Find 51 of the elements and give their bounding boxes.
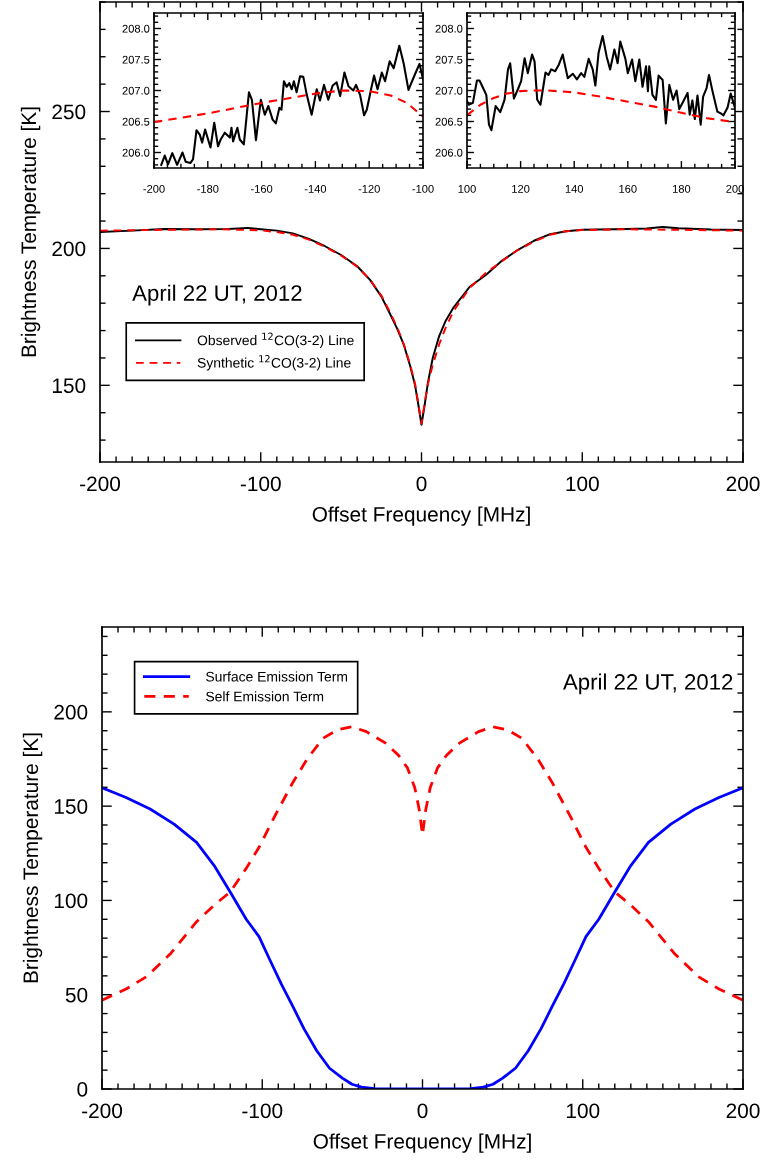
legend-label: Self Emission Term — [206, 691, 324, 702]
y-axis-title: Brightness Temperature [K] — [22, 733, 43, 983]
x-tick-label: -120 — [358, 184, 380, 193]
x-tick-label: 0 — [417, 1103, 428, 1119]
x-tick-label: -200 — [82, 1103, 123, 1119]
annotation: April 22 UT, 2012 — [562, 673, 733, 695]
y-tick-label: 200 — [52, 241, 86, 257]
x-tick-label: -100 — [242, 1103, 283, 1119]
y-tick-label: 208.0 — [122, 24, 150, 33]
legend-label: Synthetic $^{12}$CO(3-2) Line — [197, 355, 351, 371]
y-tick-label: 206.5 — [435, 117, 463, 126]
y-tick-label: 207.0 — [435, 86, 463, 95]
x-tick-label: 120 — [512, 184, 530, 193]
x-tick-label: 200 — [726, 476, 760, 492]
legend-label: Surface Emission Term — [206, 671, 348, 682]
x-tick-label: 100 — [566, 1103, 600, 1119]
x-tick-label: 100 — [458, 184, 476, 193]
y-tick-label: 208.0 — [435, 24, 463, 33]
y-tick-label: 150 — [52, 378, 86, 394]
y-tick-label: 150 — [54, 799, 88, 814]
x-tick-label: 180 — [672, 184, 691, 193]
x-axis-title: Offset Frequency [MHz] — [312, 506, 530, 526]
x-tick-label: 100 — [566, 476, 599, 492]
y-tick-label: 207.5 — [435, 55, 463, 64]
y-tick-label: 207.0 — [122, 86, 150, 95]
x-tick-label: -100 — [240, 476, 281, 492]
x-tick-label: -160 — [250, 184, 273, 193]
x-tick-label: -100 — [412, 184, 434, 193]
y-tick-label: 206.0 — [122, 148, 150, 157]
y-tick-label: 200 — [54, 704, 88, 720]
y-axis-title: Brightness Temperature [K] — [20, 107, 41, 357]
x-tick-label: 0 — [416, 476, 427, 492]
line-series — [154, 89, 423, 124]
y-tick-label: 0 — [77, 1082, 88, 1097]
y-tick-label: 250 — [52, 104, 86, 120]
y-tick-label: 207.5 — [122, 55, 150, 64]
line-series — [102, 725, 743, 1002]
x-tick-label: 140 — [565, 184, 584, 193]
y-tick-label: 206.0 — [435, 148, 463, 157]
x-tick-label: -200 — [80, 476, 121, 492]
x-tick-label: -200 — [143, 184, 165, 193]
y-tick-label: 206.5 — [122, 117, 150, 126]
y-tick-label: 100 — [54, 893, 88, 909]
x-tick-label: -140 — [304, 184, 327, 193]
x-tick-label: 200 — [726, 1103, 760, 1119]
x-tick-label: -180 — [197, 184, 219, 193]
annotation: April 22 UT, 2012 — [132, 284, 302, 306]
x-axis-title: Offset Frequency [MHz] — [313, 1133, 531, 1153]
y-tick-label: 50 — [65, 987, 88, 1003]
x-tick-label: 160 — [619, 184, 637, 193]
legend-label: Observed $^{12}$CO(3-2) Line — [197, 332, 354, 348]
